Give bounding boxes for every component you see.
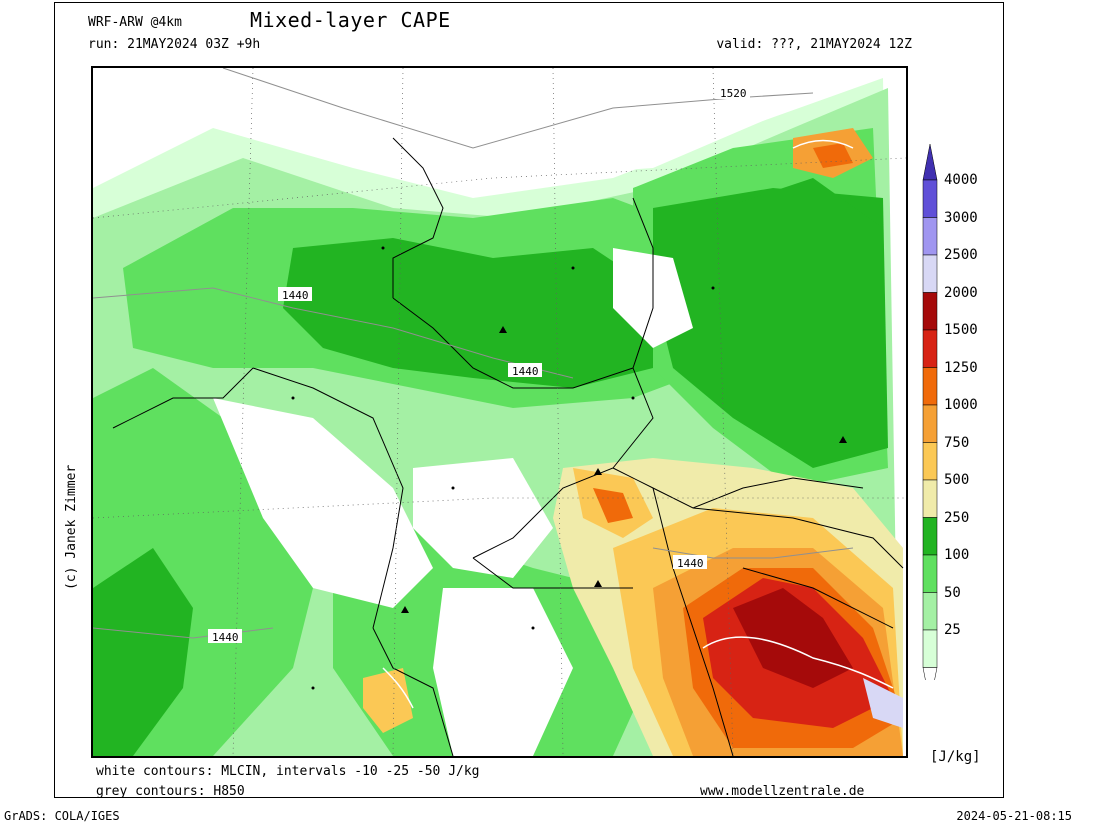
colorbar-label-750: 750	[944, 434, 970, 451]
colorbar-arrow-top	[922, 143, 938, 181]
lat-lon-grid	[93, 68, 906, 756]
model-label: WRF-ARW @4km	[88, 15, 182, 30]
colorbar-box-4000	[922, 179, 938, 218]
colorbar-box-3000	[922, 217, 938, 256]
valid-time: valid: ???, 21MAY2024 12Z	[716, 37, 912, 52]
low-cape-north	[93, 68, 853, 178]
contour-label-1440-central: 1440	[508, 363, 542, 378]
cape-750-italy	[363, 668, 413, 733]
low-cape-italy	[433, 588, 573, 756]
colorbar-units: [J/kg]	[930, 749, 981, 765]
svg-text:1440: 1440	[512, 365, 539, 378]
colorbar-label-1500: 1500	[944, 322, 978, 338]
colorbar-label-25: 25	[944, 622, 961, 638]
cape-2000-area	[733, 588, 853, 688]
low-cape-germany	[413, 458, 553, 578]
colorbar-label-250: 250	[944, 509, 970, 526]
cape-250-area-north	[283, 238, 653, 388]
timestamp: 2024-05-21-08:15	[956, 809, 1072, 823]
svg-text:1440: 1440	[212, 631, 239, 644]
colorbar-box-750	[922, 442, 938, 481]
svg-text:1520: 1520	[720, 87, 747, 100]
map-field: 1520 1440 1440 1440 1440	[93, 68, 906, 756]
figure-frame	[54, 2, 1004, 798]
colorbar-label-4000: 4000	[944, 172, 978, 188]
website-link[interactable]: www.modellzentrale.de	[700, 784, 865, 799]
colorbar-box-250	[922, 517, 938, 556]
colorbar-arrow-bottom	[922, 667, 938, 680]
colorbar-label-50: 50	[944, 584, 961, 601]
colorbar-box-2000	[922, 292, 938, 331]
cape-1250-baltic	[813, 143, 853, 168]
colorbar-box-1000	[922, 404, 938, 443]
cape-250-area-poland	[693, 178, 883, 328]
city-markers	[291, 246, 847, 690]
h850-legend: grey contours: H850	[96, 784, 245, 799]
colorbar-box-25	[922, 629, 938, 668]
colorbar-label-100: 100	[944, 547, 970, 563]
colorbar-box-1500	[922, 329, 938, 368]
low-cape-france	[213, 398, 433, 608]
colorbar-label-1000: 1000	[944, 397, 978, 413]
contour-label-1440-west: 1440	[278, 287, 312, 302]
colorbar-label-2500: 2500	[944, 247, 978, 263]
svg-text:1440: 1440	[282, 289, 309, 302]
map-title: Mixed-layer CAPE	[250, 8, 451, 32]
mlcin-contours	[382, 139, 894, 709]
colorbar-label-1250: 1250	[944, 359, 978, 376]
contour-label-1520: 1520	[716, 85, 750, 100]
contour-label-1440-southwest: 1440	[208, 629, 242, 644]
cape-map: 1520 1440 1440 1440 1440	[91, 66, 908, 758]
cape-2500-area	[863, 678, 903, 728]
colorbar	[922, 143, 938, 680]
mlcin-legend: white contours: MLCIN, intervals -10 -25…	[96, 764, 480, 779]
contour-label-1440-south: 1440	[673, 555, 707, 570]
cape-1250-alps	[593, 488, 633, 523]
svg-text:1440: 1440	[677, 557, 704, 570]
copyright-label: (c) Janek Zimmer	[64, 464, 79, 590]
colorbar-box-100	[922, 554, 938, 593]
colorbar-label-2000: 2000	[944, 284, 978, 301]
colorbar-label-500: 500	[944, 472, 970, 488]
software-credit: GrADS: COLA/IGES	[4, 809, 120, 823]
colorbar-box-500	[922, 479, 938, 518]
cape-250-area-west	[93, 548, 193, 756]
colorbar-box-50	[922, 592, 938, 631]
run-info: run: 21MAY2024 03Z +9h	[88, 37, 261, 52]
colorbar-label-3000: 3000	[944, 209, 978, 226]
colorbar-boxes	[922, 143, 938, 680]
colorbar-box-1250	[922, 367, 938, 406]
country-borders	[112, 137, 904, 756]
colorbar-box-2500	[922, 254, 938, 293]
